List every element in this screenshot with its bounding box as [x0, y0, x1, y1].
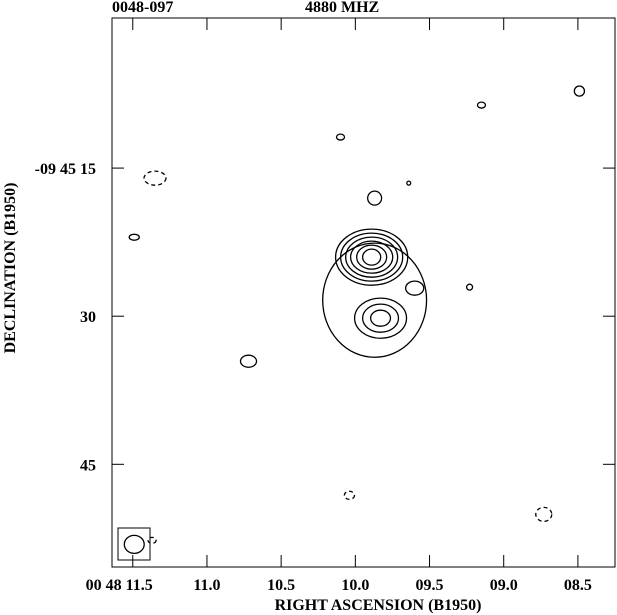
contour [334, 228, 409, 286]
contour [476, 101, 487, 109]
contour [345, 236, 399, 278]
y-axis-label: DECLINATION (B1950) [2, 183, 19, 354]
x-tick-label: 11.0 [193, 577, 220, 594]
y-tick-label: 30 [80, 309, 96, 326]
x-tick-label: 08.5 [564, 577, 592, 594]
contour [353, 297, 408, 339]
contour [465, 283, 474, 291]
plot-frame [111, 17, 616, 568]
contour [143, 170, 167, 186]
x-tick-label: 00 48 11.5 [86, 577, 153, 594]
contour [322, 242, 428, 358]
contour [123, 534, 145, 555]
contour [147, 536, 157, 544]
contour [369, 309, 392, 327]
contour [239, 354, 258, 368]
contour [361, 248, 382, 266]
contour [406, 180, 412, 186]
x-tick-label: 09.0 [490, 577, 518, 594]
contour [343, 490, 356, 501]
x-tick-label: 10.0 [341, 577, 369, 594]
contour [335, 133, 346, 141]
x-axis-label: RIGHT ASCENSION (B1950) [275, 597, 482, 614]
y-tick-label: 45 [80, 457, 96, 474]
contour [361, 303, 400, 333]
contour [128, 233, 140, 241]
beam-box [117, 527, 151, 561]
contour [535, 506, 553, 523]
chart-subtitle: 4880 MHZ [305, 0, 379, 16]
x-tick-label: 09.5 [416, 577, 444, 594]
contour [367, 190, 383, 206]
contour [404, 280, 425, 296]
contour [349, 240, 394, 274]
contour [573, 85, 586, 97]
x-tick-label: 10.5 [267, 577, 295, 594]
contour [356, 244, 388, 270]
y-tick-label: -09 45 15 [35, 161, 96, 178]
chart-title: 0048-097 [112, 0, 173, 16]
